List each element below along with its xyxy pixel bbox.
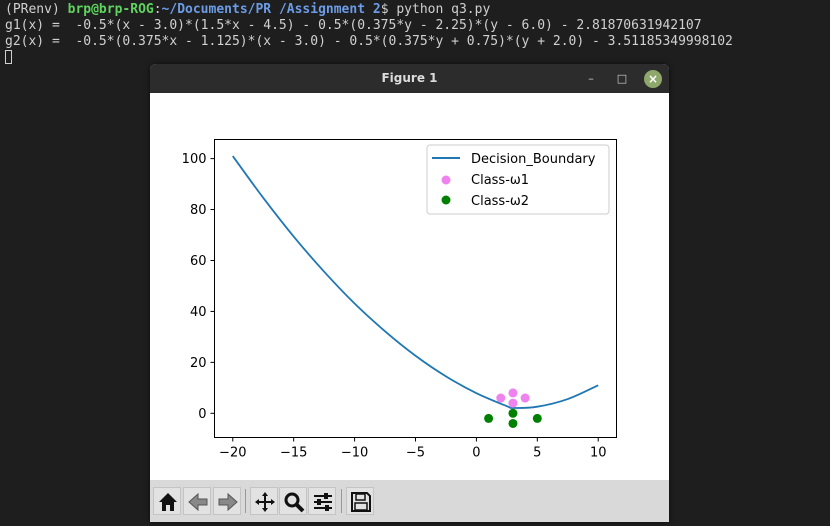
terminal-prompt-line: (PRenv) brp@brp-ROG:~/Documents/PR /Assi… [5, 2, 490, 18]
class1-point [508, 398, 518, 408]
window-titlebar[interactable]: Figure 1 – □ × [150, 64, 669, 93]
class1-point [520, 393, 530, 403]
class1-point [496, 393, 506, 403]
magnifier-icon [284, 492, 305, 513]
toolbar-separator [341, 489, 342, 513]
x-tick-label: −15 [280, 446, 307, 461]
close-button[interactable]: × [644, 70, 662, 88]
zoom-button[interactable] [279, 487, 307, 515]
move-icon [255, 492, 275, 512]
x-tick-label: 10 [590, 446, 607, 461]
home-button[interactable] [153, 487, 181, 515]
legend-box [426, 144, 610, 215]
legend-label-boundary: Decision_Boundary [471, 152, 596, 167]
maximize-button[interactable]: □ [616, 72, 628, 85]
window-title: Figure 1 [381, 71, 438, 85]
legend-label-class1: Class-ω1 [471, 173, 529, 188]
class2-point [508, 418, 518, 428]
y-tick-label: 40 [190, 305, 207, 320]
navigation-toolbar [150, 480, 669, 522]
class2-point [532, 413, 542, 423]
command-text: $ python q3.py [380, 2, 491, 17]
minimize-button[interactable]: – [588, 72, 594, 85]
legend-marker-class1 [441, 175, 451, 185]
x-tick-label: −10 [341, 446, 368, 461]
output-line-g2: g2(x) = -0.5*(0.375*x - 1.125)*(x - 3.0)… [5, 34, 733, 49]
y-tick-label: 60 [190, 254, 207, 269]
figure-window: Figure 1 – □ × −20 −15 −10 −5 0 5 10 0 20 40 60 80 1… [150, 64, 669, 522]
decision-boundary-line [232, 155, 599, 409]
toolbar-separator [245, 489, 246, 513]
terminal-cursor[interactable] [5, 50, 12, 64]
legend-label-class2: Class-ω2 [471, 194, 529, 209]
sliders-icon [314, 493, 332, 511]
prompt-colon: : [153, 2, 162, 17]
working-directory: ~/Documents/PR /Assignment 2 [161, 2, 381, 17]
back-arrow-icon [188, 492, 208, 512]
save-button[interactable] [346, 487, 374, 515]
y-tick-label: 0 [198, 407, 206, 422]
plot-canvas[interactable]: −20 −15 −10 −5 0 5 10 0 20 40 60 80 100 Decision_Bou… [150, 93, 669, 480]
output-line-g1: g1(x) = -0.5*(x - 3.0)*(1.5*x - 4.5) - 0… [5, 18, 702, 33]
configure-subplots-button[interactable] [308, 487, 336, 515]
y-tick-label: 80 [190, 203, 207, 218]
x-tick-label: −20 [219, 446, 246, 461]
class1-point [508, 388, 518, 398]
floppy-disk-icon [351, 492, 371, 512]
class2-point [484, 413, 494, 423]
user-host: brp@brp-ROG [67, 2, 154, 17]
home-icon [159, 493, 177, 511]
legend-marker-class2 [441, 195, 451, 205]
legend: Decision_Boundary Class-ω1 Class-ω2 [426, 144, 610, 215]
y-tick-label: 20 [190, 356, 207, 371]
x-tick-label: 5 [533, 446, 541, 461]
x-tick-label: 0 [472, 446, 480, 461]
pan-button[interactable] [250, 487, 278, 515]
y-tick-label: 100 [182, 152, 207, 167]
env-prefix: (PRenv) [5, 2, 68, 17]
class2-point [508, 408, 518, 418]
forward-button[interactable] [213, 487, 241, 515]
x-tick-label: −5 [406, 446, 425, 461]
back-button[interactable] [183, 487, 211, 515]
forward-arrow-icon [218, 492, 238, 512]
